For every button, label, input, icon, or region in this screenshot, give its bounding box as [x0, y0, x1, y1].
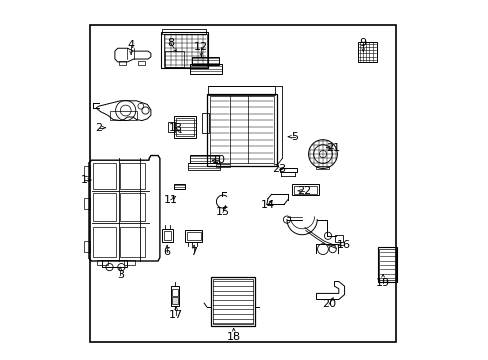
- Bar: [92, 193, 116, 221]
- Text: 17: 17: [169, 310, 183, 320]
- Bar: [84, 166, 89, 176]
- Bar: [119, 61, 125, 65]
- Text: 8: 8: [167, 38, 174, 48]
- Bar: [279, 168, 296, 172]
- Text: 5: 5: [291, 132, 298, 142]
- Bar: [189, 64, 222, 74]
- Bar: [163, 34, 206, 67]
- Bar: [162, 29, 206, 34]
- Bar: [92, 227, 116, 257]
- Bar: [171, 286, 179, 306]
- Bar: [202, 113, 208, 133]
- Bar: [123, 260, 134, 265]
- Bar: [97, 260, 107, 265]
- Bar: [335, 235, 343, 242]
- Text: 6: 6: [163, 247, 170, 257]
- Bar: [377, 247, 397, 282]
- Bar: [161, 32, 207, 68]
- Text: 16: 16: [336, 240, 350, 250]
- Bar: [102, 260, 127, 267]
- Text: 2: 2: [95, 123, 102, 133]
- Bar: [172, 297, 178, 304]
- Bar: [92, 163, 116, 189]
- Bar: [212, 279, 253, 324]
- Text: 15: 15: [216, 207, 229, 217]
- Text: 14: 14: [260, 200, 274, 210]
- Bar: [163, 231, 171, 240]
- Bar: [378, 249, 395, 280]
- Bar: [120, 227, 145, 257]
- Text: 9: 9: [359, 38, 366, 48]
- Text: 12: 12: [194, 42, 208, 52]
- Text: 19: 19: [375, 278, 389, 288]
- Text: 21: 21: [325, 143, 339, 153]
- Text: 3: 3: [117, 270, 123, 280]
- Text: 4: 4: [127, 40, 134, 50]
- Bar: [293, 186, 317, 194]
- Text: 22: 22: [296, 186, 310, 196]
- Text: 23: 23: [271, 164, 285, 174]
- Bar: [187, 163, 220, 170]
- Text: 11: 11: [163, 195, 177, 205]
- Bar: [176, 118, 194, 136]
- Text: 10: 10: [212, 155, 226, 165]
- Bar: [192, 57, 219, 65]
- Bar: [172, 289, 178, 296]
- Text: 1: 1: [81, 175, 88, 185]
- Bar: [120, 193, 145, 221]
- Text: 7: 7: [190, 247, 197, 257]
- Bar: [164, 51, 184, 67]
- Bar: [138, 61, 144, 65]
- Bar: [109, 111, 136, 120]
- Bar: [206, 94, 276, 166]
- Text: 20: 20: [322, 299, 335, 309]
- Bar: [291, 184, 318, 195]
- Bar: [210, 96, 274, 163]
- Text: 18: 18: [226, 332, 240, 342]
- Bar: [357, 42, 376, 62]
- Bar: [174, 184, 185, 189]
- Bar: [120, 163, 145, 189]
- Bar: [190, 155, 219, 163]
- Bar: [174, 116, 196, 138]
- Text: 13: 13: [169, 123, 183, 133]
- Bar: [84, 198, 89, 209]
- Bar: [89, 25, 395, 342]
- Bar: [185, 230, 202, 242]
- Bar: [84, 241, 89, 252]
- Bar: [215, 164, 230, 167]
- Bar: [208, 86, 275, 95]
- Bar: [186, 232, 200, 240]
- Bar: [162, 229, 172, 242]
- Bar: [211, 277, 254, 326]
- Bar: [316, 166, 329, 169]
